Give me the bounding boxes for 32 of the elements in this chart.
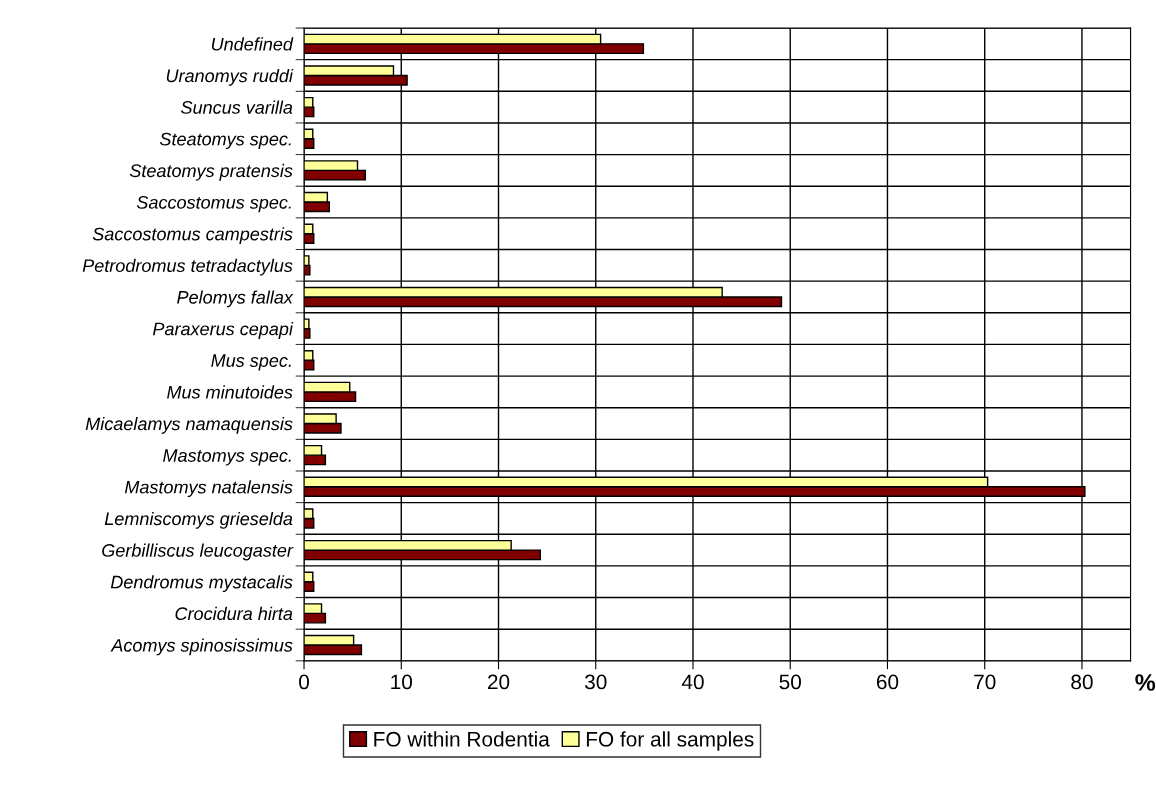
y-tick-label: Petrodromus tetradactylus [82, 258, 293, 276]
x-tick-label: 40 [681, 674, 704, 690]
y-tick-label: Acomys spinosissimus [110, 638, 293, 656]
y-tick-label: Mus spec. [211, 354, 291, 371]
y-tick-label: Micaelamys namaquensis [85, 416, 293, 434]
y-tick-label: Gerbilliscus leucogaster [102, 543, 294, 561]
x-tick-label: 60 [876, 674, 899, 690]
legend-label: FO within Rodentia [374, 731, 550, 747]
y-tick-label: Crocidura hirta [175, 606, 293, 621]
y-tick-label: Pelomys fallax [177, 290, 294, 308]
y-tick-label: Paraxerus cepapi [152, 322, 294, 339]
x-tick-label: 10 [391, 674, 413, 690]
x-axis-title: % [1135, 674, 1156, 691]
x-tick-label: 80 [1071, 674, 1093, 690]
y-tick-label: Mastomys spec. [163, 449, 291, 466]
y-tick-label: Dendromus mystacalis [110, 575, 293, 593]
x-tick-label: 50 [779, 674, 801, 690]
y-tick-label: Uranomys ruddi [166, 68, 294, 86]
y-tick-label: Mus minutoides [167, 385, 293, 399]
y-tick-label: Lemniscomys grieselda [104, 511, 293, 529]
legend-label: FO for all samples [586, 731, 754, 751]
y-tick-label: Saccostomus campestris [92, 227, 293, 244]
x-tick-label: 70 [974, 674, 996, 690]
y-tick-label: Steatomys pratensis [129, 163, 293, 181]
y-tick-label: Saccostomus spec. [136, 195, 291, 213]
x-tick-label: 20 [487, 674, 510, 690]
y-tick-label: Mastomys natalensis [124, 480, 293, 498]
y-tick-label: Steatomys spec. [159, 132, 291, 150]
x-tick-label: 30 [584, 674, 607, 690]
y-tick-label: Undefined [211, 37, 294, 51]
y-tick-label: Suncus varilla [181, 100, 293, 114]
x-tick-label: 0 [299, 674, 310, 690]
